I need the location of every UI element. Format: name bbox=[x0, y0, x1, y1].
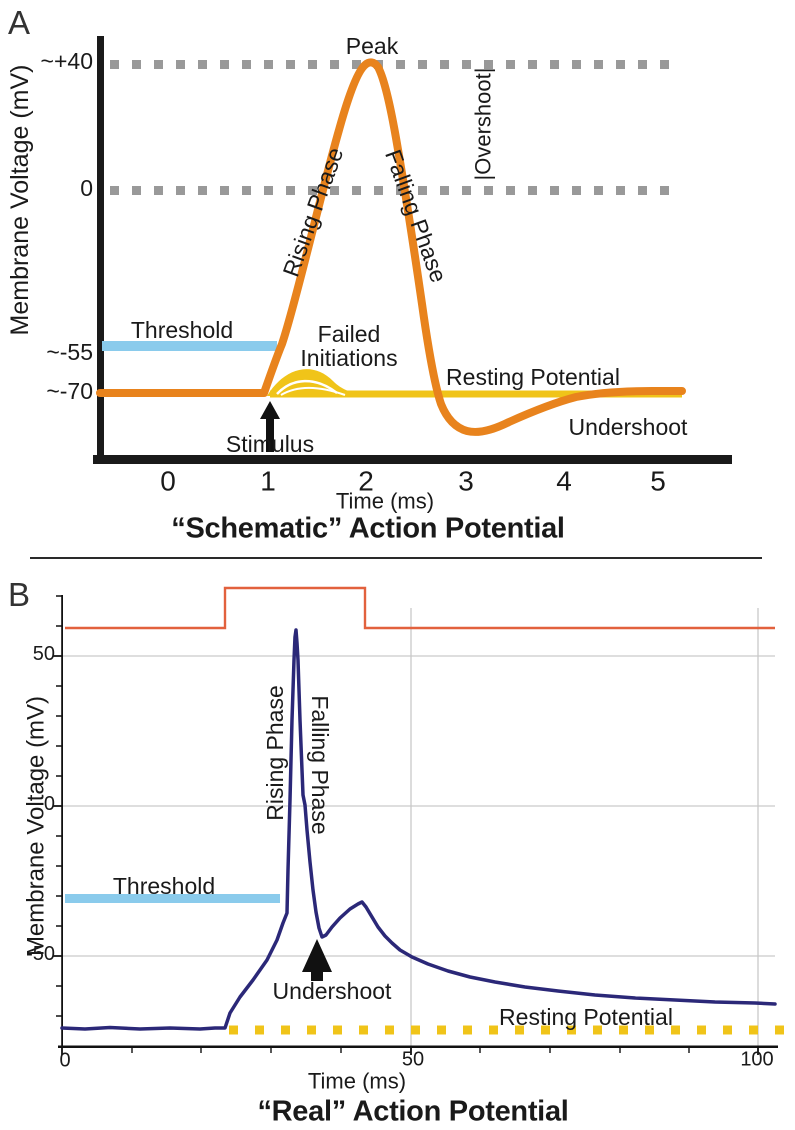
y-axis-minor-ticks bbox=[56, 595, 62, 1017]
stimulus-arrow-icon bbox=[260, 401, 280, 452]
b-ytick-50: 50 bbox=[32, 643, 55, 665]
failed-initiations-label: Failed Initiations bbox=[300, 320, 398, 371]
a-x-axis-label: Time (ms) bbox=[335, 488, 435, 514]
a-undershoot-label: Undershoot bbox=[568, 413, 688, 440]
a-xtick-2: 2 bbox=[358, 465, 374, 497]
a-ytick-plus40: ~+40 bbox=[40, 48, 93, 74]
panel-divider bbox=[30, 557, 762, 559]
membrane-voltage-trace bbox=[60, 628, 777, 1031]
x-axis-minor-ticks bbox=[131, 1048, 690, 1053]
threshold-bar bbox=[102, 341, 277, 351]
x-axis bbox=[58, 1045, 778, 1048]
a-xtick-3: 3 bbox=[458, 465, 474, 497]
panel-a-plot bbox=[93, 36, 732, 464]
a-ytick-minus55: ~-55 bbox=[46, 339, 93, 365]
panel-b-plot bbox=[53, 586, 790, 1055]
failed-initiations-gap-2 bbox=[280, 386, 346, 396]
a-resting-potential-label: Resting Potential bbox=[446, 363, 620, 390]
a-xtick-1: 1 bbox=[260, 465, 276, 497]
b-undershoot-label: Undershoot bbox=[272, 977, 392, 1004]
a-threshold-label: Threshold bbox=[130, 316, 234, 343]
stimulus-label: Stimulus bbox=[225, 430, 315, 457]
b-ytick-0: 0 bbox=[43, 793, 55, 815]
panel-b-title: “Real” Action Potential bbox=[257, 1095, 569, 1128]
threshold-bar bbox=[65, 894, 280, 903]
grid-lines bbox=[62, 608, 775, 1046]
a-ytick-zero: 0 bbox=[80, 175, 93, 201]
b-xtick-0: 0 bbox=[59, 1049, 71, 1072]
b-ytick-minus50: -50 bbox=[26, 943, 55, 965]
overshoot-label: |Overshoot| bbox=[470, 67, 496, 181]
b-x-axis-label: Time (ms) bbox=[307, 1068, 407, 1094]
b-xtick-100: 100 bbox=[740, 1048, 774, 1071]
b-resting-potential-label: Resting Potential bbox=[499, 1003, 673, 1030]
b-y-axis-label: Membrane Voltage (mV) bbox=[22, 695, 50, 957]
panel-a-title: “Schematic” Action Potential bbox=[171, 512, 565, 545]
b-xtick-50: 50 bbox=[401, 1048, 425, 1071]
a-ytick-minus70: ~-70 bbox=[46, 378, 93, 404]
x-axis-major-ticks bbox=[61, 1048, 759, 1055]
a-xtick-4: 4 bbox=[556, 465, 572, 497]
a-xtick-5: 5 bbox=[650, 465, 666, 497]
stimulus-pulse-trace bbox=[65, 586, 775, 630]
x-axis bbox=[93, 455, 732, 464]
panel-b-letter: B bbox=[8, 576, 31, 613]
b-falling-phase-label: Falling Phase bbox=[307, 695, 334, 835]
b-rising-phase-label: Rising Phase bbox=[261, 685, 288, 821]
b-threshold-label: Threshold bbox=[112, 872, 216, 899]
action-potential-curve bbox=[96, 58, 686, 436]
undershoot-arrow-icon bbox=[302, 939, 332, 981]
a-y-axis-label: Membrane Voltage (mV) bbox=[5, 64, 34, 336]
y-axis-major-ticks bbox=[53, 655, 62, 957]
peak-label: Peak bbox=[345, 32, 399, 59]
a-xtick-0: 0 bbox=[160, 465, 176, 497]
failed-initiations-gap-1 bbox=[276, 379, 338, 395]
y-axis bbox=[97, 36, 104, 464]
panel-a-letter: A bbox=[8, 4, 31, 41]
y-axis bbox=[61, 595, 63, 1047]
